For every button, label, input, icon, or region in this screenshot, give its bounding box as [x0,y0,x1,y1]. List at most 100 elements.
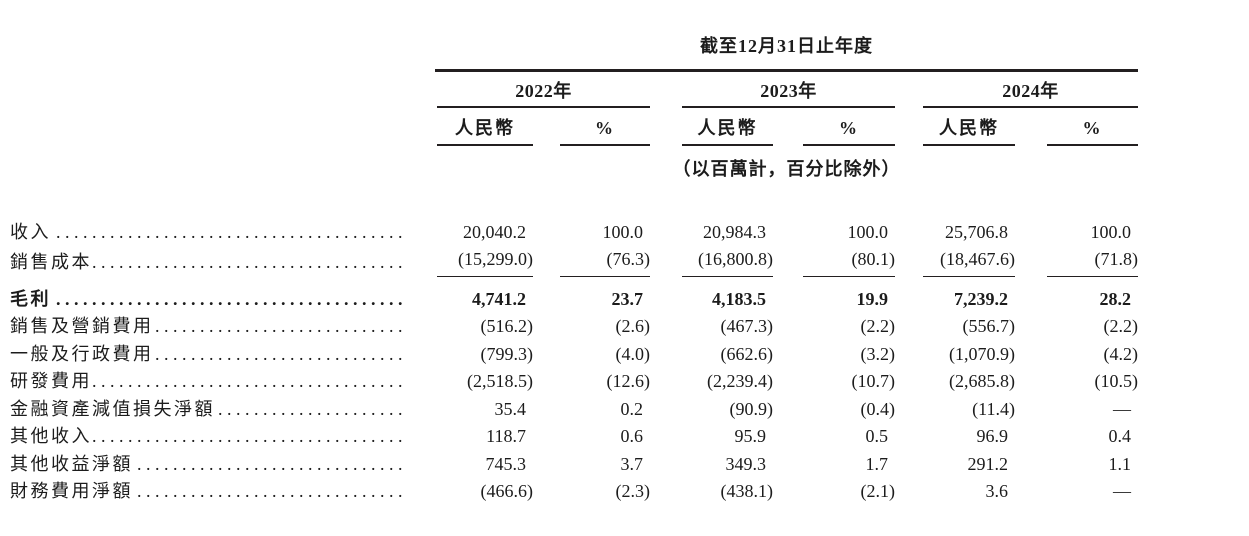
dot-leader [133,451,407,479]
value-cell: 4,183.5 [712,288,766,309]
value-cell: (18,467.6) [923,246,1015,277]
value-cell: 118.7 [486,426,526,446]
value-cell: 35.4 [494,398,527,419]
value-cell: (516.2) [480,316,534,336]
value-cell: 7,239.2 [954,288,1008,309]
value-cell: — [1113,481,1131,501]
value-cell: 1.7 [865,453,889,474]
dot-leader [51,286,407,314]
value-cell: 0.5 [865,426,889,446]
value-cell: 100.0 [1090,221,1132,242]
row-label: 毛利 [10,288,51,309]
value-cell: (799.3) [480,343,534,364]
row-label: 一般及行政費用 [10,343,154,364]
table-row-rd-expenses: 研發費用 (2,518.5) (12.6) (2,239.4) (10.7) (… [10,368,1249,396]
value-cell: (10.5) [1094,371,1139,391]
dot-leader [51,219,407,247]
top-rule-row [10,56,1249,72]
value-cell: (76.3) [560,246,650,277]
title-row: 截至12月31日止年度 [10,36,1249,56]
table-row-gross-profit: 毛利 4,741.2 23.7 4,183.5 19.9 7,239.2 28.… [10,286,1249,314]
value-cell: (2,518.5) [467,371,533,391]
value-cell: 3.6 [985,481,1009,501]
value-cell: 1.1 [1108,453,1132,474]
table-body: 收入 20,040.2 100.0 20,984.3 100.0 25,706.… [10,219,1249,506]
row-label: 銷售成本 [10,252,92,272]
value-cell: (467.3) [720,316,774,336]
value-cell: (2.2) [860,316,896,336]
dot-leader [133,478,407,506]
percent-column-header: % [803,108,895,146]
table-title: 截至12月31日止年度 [700,36,873,56]
value-cell: (2.3) [615,481,651,501]
dot-leader [215,396,407,424]
row-label: 財務費用淨額 [10,481,133,501]
value-cell: 96.9 [976,426,1009,446]
value-cell: 25,706.8 [945,221,1008,242]
row-label: 其他收益淨額 [10,453,133,474]
value-cell: (438.1) [720,481,774,501]
table-top-rule [435,69,1138,72]
column-headers-2024: 人民幣 % [923,108,1138,146]
value-cell: 20,984.3 [703,221,766,242]
value-cell: (2.2) [1103,316,1139,336]
rmb-column-header: 人民幣 [437,108,533,146]
dot-leader [154,313,408,341]
unit-note-row: （以百萬計，百分比除外） [10,146,1249,180]
column-headers-2022: 人民幣 % [437,108,650,146]
value-cell: (1,070.9) [949,343,1015,364]
dot-leader [92,423,407,451]
value-cell: 100.0 [602,221,644,242]
value-cell: 349.3 [725,453,767,474]
value-cell: (80.1) [803,246,895,277]
value-cell: 0.6 [620,426,644,446]
table-row-cost-of-sales: 銷售成本 (15,299.0) (76.3) (16,800.8) (80.1)… [10,246,1249,277]
table-row-selling-marketing-expenses: 銷售及營銷費用 (516.2) (2.6) (467.3) (2.2) (556… [10,313,1249,341]
value-cell: (0.4) [860,398,896,419]
value-cell: 19.9 [856,288,889,309]
column-header-row: 人民幣 % 人民幣 % 人民幣 % [10,108,1249,146]
year-header-2024: 2024年 [923,72,1138,108]
table-row-revenue: 收入 20,040.2 100.0 20,984.3 100.0 25,706.… [10,219,1249,247]
value-cell: (556.7) [962,316,1016,336]
value-cell: (71.8) [1047,246,1138,277]
row-label: 銷售及營銷費用 [10,316,154,336]
value-cell: (2,239.4) [707,371,773,391]
table-row-other-gains-net: 其他收益淨額 745.3 3.7 349.3 1.7 291.2 1.1 [10,451,1249,479]
value-cell: (11.4) [972,398,1015,419]
value-cell: 23.7 [611,288,644,309]
value-cell: (15,299.0) [437,246,533,277]
value-cell: 4,741.2 [472,288,526,309]
value-cell: (3.2) [860,343,896,364]
year-header-2023: 2023年 [682,72,895,108]
percent-column-header: % [1047,108,1138,146]
table-row-general-admin-expenses: 一般及行政費用 (799.3) (4.0) (662.6) (3.2) (1,0… [10,341,1249,369]
unit-note: （以百萬計，百分比除外） [672,158,901,179]
value-cell: 100.0 [847,221,889,242]
value-cell: 95.9 [734,426,767,446]
percent-column-header: % [560,108,650,146]
dot-leader [92,368,407,396]
value-cell: (12.6) [606,371,651,391]
table-row-finance-costs-net: 財務費用淨額 (466.6) (2.3) (438.1) (2.1) 3.6 — [10,478,1249,506]
rmb-column-header: 人民幣 [923,108,1015,146]
value-cell: 3.7 [620,453,644,474]
value-cell: (2.1) [860,481,896,501]
value-cell: 28.2 [1099,288,1132,309]
value-cell: — [1113,398,1131,419]
value-cell: 0.4 [1108,426,1132,446]
value-cell: 745.3 [485,453,527,474]
rmb-column-header: 人民幣 [682,108,773,146]
value-cell: (662.6) [720,343,774,364]
year-header-2022: 2022年 [437,72,650,108]
value-cell: 291.2 [967,453,1009,474]
value-cell: (4.2) [1103,343,1139,364]
value-cell: (2.6) [615,316,651,336]
row-label: 其他收入 [10,426,92,446]
value-cell: (16,800.8) [682,246,773,277]
row-label: 金融資產減值損失淨額 [10,398,215,419]
row-label: 收入 [10,221,51,242]
value-cell: (4.0) [615,343,651,364]
value-cell: (10.7) [851,371,896,391]
